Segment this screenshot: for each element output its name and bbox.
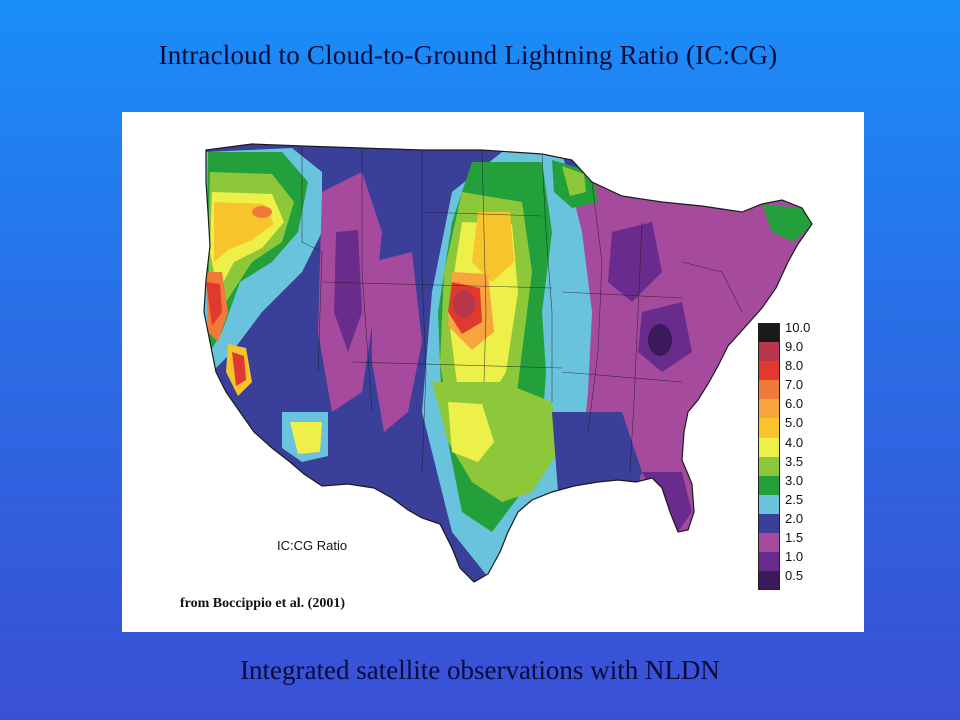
legend-swatch xyxy=(758,418,780,438)
legend-label: 2.0 xyxy=(785,510,804,526)
legend-entry: 6.0 xyxy=(758,396,828,419)
legend-label: 0.5 xyxy=(785,568,804,584)
legend-label: 10.0 xyxy=(785,320,811,335)
map-label: IC:CG Ratio xyxy=(277,538,348,553)
contour-map xyxy=(203,143,813,583)
legend-entry: 5.0 xyxy=(758,415,828,438)
legend-entry: 0.5 xyxy=(758,568,828,591)
legend-swatch xyxy=(758,456,780,476)
legend-swatch xyxy=(758,323,780,343)
color-legend: 10.0 9.0 8.0 7.0 6.0 5.0 4.0 3.5 xyxy=(758,320,828,591)
legend-label: 1.5 xyxy=(785,530,804,546)
legend-entry: 1.0 xyxy=(758,549,828,572)
legend-entry: 7.0 xyxy=(758,377,828,400)
lightning-ratio-map-figure: 10.0 9.0 8.0 7.0 6.0 5.0 4.0 3.5 xyxy=(122,112,864,632)
legend-entry: 8.0 xyxy=(758,358,828,381)
legend-label: 3.0 xyxy=(785,472,804,488)
legend-label: 9.0 xyxy=(785,339,804,355)
legend-entry: 3.5 xyxy=(758,453,828,476)
contour-fields xyxy=(204,144,812,582)
legend-swatch xyxy=(758,571,780,591)
legend-swatch xyxy=(758,475,780,495)
legend-swatch xyxy=(758,342,780,362)
slide-subtitle: Integrated satellite observations with N… xyxy=(240,655,720,685)
legend-label: 5.0 xyxy=(785,415,804,431)
legend-entry: 9.0 xyxy=(758,339,828,362)
legend-swatch xyxy=(758,552,780,572)
legend-entry: 1.5 xyxy=(758,530,828,553)
state-boundaries xyxy=(301,146,743,473)
legend-entry: 2.0 xyxy=(758,510,828,534)
legend-swatch xyxy=(758,494,780,514)
legend-label: 3.5 xyxy=(785,453,804,469)
legend-swatch xyxy=(758,399,780,419)
legend-label: 4.0 xyxy=(785,434,804,450)
legend-entry: 3.0 xyxy=(758,472,828,495)
figure-credit: from Boccippio et al. (2001) xyxy=(180,596,345,611)
legend-entry: 10.0 xyxy=(758,320,828,343)
legend-swatch xyxy=(758,513,780,534)
legend-entry: 2.5 xyxy=(758,491,828,514)
legend-swatch xyxy=(758,361,780,381)
country-outline xyxy=(203,143,813,583)
legend-swatch xyxy=(758,437,780,457)
legend-label: 1.0 xyxy=(785,549,804,565)
legend-label: 2.5 xyxy=(785,491,804,507)
legend-swatch xyxy=(758,380,780,400)
legend-swatch xyxy=(758,533,780,553)
slide-title: Intracloud to Cloud-to-Ground Lightning … xyxy=(158,40,778,70)
legend-entry: 4.0 xyxy=(758,434,828,457)
legend-label: 6.0 xyxy=(785,396,804,412)
legend-label: 7.0 xyxy=(785,377,804,393)
legend-label: 8.0 xyxy=(785,358,804,374)
